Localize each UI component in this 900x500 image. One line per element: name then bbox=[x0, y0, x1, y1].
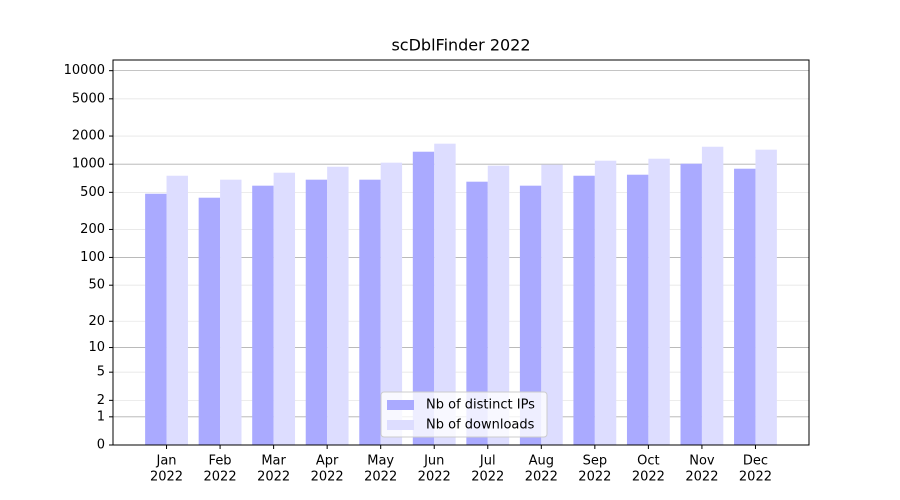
bar bbox=[359, 179, 381, 445]
chart-title: scDblFinder 2022 bbox=[391, 36, 530, 55]
bar bbox=[519, 185, 542, 445]
y-tick-label: 20 bbox=[88, 314, 105, 329]
legend-label: Nb of distinct IPs bbox=[426, 398, 535, 413]
bar bbox=[327, 166, 349, 446]
x-tick-label: 2022 bbox=[204, 470, 237, 485]
y-tick-label: 50 bbox=[88, 278, 105, 293]
x-tick-label: Apr bbox=[316, 454, 339, 469]
x-tick-label: Nov bbox=[689, 454, 715, 469]
y-tick-label: 1 bbox=[97, 409, 105, 424]
bar bbox=[680, 163, 702, 445]
x-tick-label: Dec bbox=[743, 454, 768, 469]
bar bbox=[145, 193, 167, 445]
y-tick-label: 0 bbox=[97, 438, 105, 453]
bar bbox=[466, 181, 488, 445]
bar bbox=[648, 158, 670, 445]
plot-frame bbox=[112, 59, 810, 446]
x-tick-label: 2022 bbox=[257, 470, 290, 485]
bar bbox=[701, 146, 724, 445]
bar bbox=[380, 162, 403, 445]
y-tick-label: 10000 bbox=[64, 63, 105, 78]
y-tick-label: 10 bbox=[88, 340, 105, 355]
x-tick-label: 2022 bbox=[685, 470, 718, 485]
legend-swatch bbox=[387, 420, 414, 430]
bar bbox=[198, 197, 221, 445]
x-tick-label: Feb bbox=[209, 454, 232, 469]
bar bbox=[594, 160, 617, 446]
x-tick-label: 2022 bbox=[311, 470, 344, 485]
bar bbox=[166, 175, 188, 445]
x-tick-label: 2022 bbox=[471, 470, 504, 485]
x-tick-label: 2022 bbox=[632, 470, 665, 485]
bar bbox=[252, 185, 274, 445]
y-tick-label: 200 bbox=[80, 222, 105, 237]
bar bbox=[412, 151, 435, 446]
y-tick-label: 100 bbox=[80, 250, 105, 265]
x-tick-label: 2022 bbox=[739, 470, 772, 485]
x-tick-label: Jun bbox=[423, 454, 444, 469]
legend-swatch bbox=[387, 400, 414, 410]
y-tick-label: 500 bbox=[80, 185, 105, 200]
x-tick-label: Mar bbox=[261, 454, 286, 469]
bar bbox=[755, 149, 777, 446]
bar bbox=[434, 143, 456, 445]
x-tick-label: Aug bbox=[529, 454, 554, 469]
x-tick-label: Jan bbox=[156, 454, 177, 469]
y-tick-label: 5000 bbox=[72, 91, 105, 106]
y-tick-label: 2000 bbox=[72, 129, 105, 144]
bar bbox=[273, 172, 296, 445]
legend-label: Nb of downloads bbox=[426, 418, 535, 433]
x-tick-label: 2022 bbox=[364, 470, 397, 485]
x-tick-label: 2022 bbox=[150, 470, 183, 485]
y-tick-label: 1000 bbox=[72, 157, 105, 172]
bar bbox=[626, 174, 649, 445]
y-tick-label: 2 bbox=[97, 393, 105, 408]
x-tick-label: 2022 bbox=[578, 470, 611, 485]
bar bbox=[305, 179, 328, 445]
bar bbox=[541, 164, 563, 446]
x-tick-label: Sep bbox=[583, 454, 608, 469]
x-tick-label: Jul bbox=[479, 454, 496, 469]
y-tick-label: 5 bbox=[97, 365, 105, 380]
x-tick-label: May bbox=[367, 454, 394, 469]
x-tick-label: 2022 bbox=[418, 470, 451, 485]
legend-box bbox=[380, 391, 548, 438]
x-tick-label: 2022 bbox=[525, 470, 558, 485]
bar bbox=[734, 168, 756, 445]
bar bbox=[220, 179, 242, 445]
bar bbox=[487, 165, 510, 445]
bar bbox=[573, 175, 595, 445]
x-tick-label: Oct bbox=[637, 454, 659, 469]
